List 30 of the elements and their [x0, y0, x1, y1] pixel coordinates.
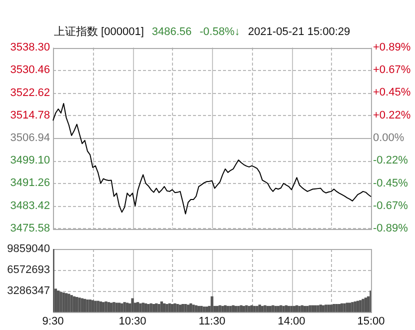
y2-tick-label: +0.45%: [373, 86, 411, 98]
y2-tick-label: +0.67%: [373, 64, 411, 76]
y-tick-label: 6572693: [7, 264, 50, 276]
y-tick-label: 3530.46: [10, 64, 50, 76]
y-tick-label: 3506.94: [10, 132, 50, 144]
y-tick-label: 3538.30: [10, 42, 50, 54]
x-tick-label: 14:00: [278, 316, 306, 328]
y-tick-label: 3514.78: [10, 109, 50, 122]
y2-tick-label: 0.00%: [373, 132, 404, 144]
y2-tick-label: -0.67%: [373, 200, 408, 212]
y-tick-label: 9859040: [7, 243, 50, 256]
x-tick-label: 11:30: [198, 316, 226, 328]
y-tick-label: 3522.62: [10, 86, 50, 99]
y2-tick-label: -0.22%: [373, 154, 408, 166]
y2-tick-label: +0.22%: [373, 110, 411, 122]
y2-tick-label: -0.89%: [373, 222, 408, 234]
y-tick-label: 3491.26: [10, 177, 50, 190]
x-tick-label: 15:00: [357, 316, 385, 328]
y-tick-label: 3475.58: [10, 222, 50, 234]
y2-tick-label: +0.89%: [373, 42, 411, 54]
text: 3486.56: [152, 26, 192, 38]
x-tick-label: 9:30: [42, 316, 64, 328]
y-tick-label: 3483.42: [10, 200, 50, 212]
chart-title: 上证指数 [000001]: [54, 26, 144, 38]
text: -0.58%↓: [200, 26, 240, 38]
y2-tick-label: -0.45%: [373, 178, 408, 190]
y-tick-label: 3499.10: [10, 154, 50, 167]
y-tick-label: 3286347: [7, 285, 50, 298]
text: 2021-05-21 15:00:29: [248, 26, 350, 38]
x-tick-label: 10:30: [118, 316, 146, 328]
